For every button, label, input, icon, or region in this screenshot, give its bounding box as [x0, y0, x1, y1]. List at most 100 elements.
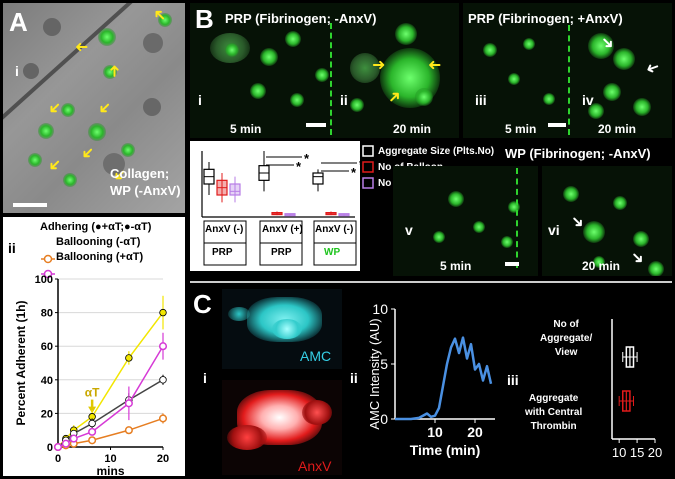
- alpha-t-annotation: αT: [85, 386, 100, 400]
- panel-b-letter: B: [195, 4, 214, 34]
- panel-b-boxplot: ****: [201, 151, 360, 266]
- data-point: [53, 442, 63, 452]
- sig-star: *: [351, 165, 357, 180]
- time-20min-ii: 20 min: [393, 122, 432, 136]
- x-tick-label: 20: [648, 445, 662, 460]
- panel-b-iii-label: iii: [475, 92, 487, 108]
- legend-adhering: Adhering (●+αT;●-αT): [40, 221, 152, 233]
- panel-a-letter: A: [9, 7, 28, 37]
- panel-a-micrograph: ➜ ➜ ➜ ➜ ➜ ➜ ➜ ➜ A i Collagen; WP (-AnxV): [3, 3, 185, 213]
- group-2-top: AnxV (+): [262, 224, 303, 235]
- alpha-t-arrowhead: [88, 406, 97, 414]
- y-tick-label: 60: [41, 341, 53, 353]
- x-tick-label: 10: [427, 424, 443, 440]
- box-label-thrombin: Aggregate with Central Thrombin: [525, 393, 583, 432]
- y-tick-label: 0: [47, 442, 53, 454]
- group-3-top: AnxV (-): [315, 224, 354, 235]
- x-tick-label: 20: [157, 453, 169, 465]
- data-point: [158, 414, 168, 423]
- anxv-label: AnxV: [298, 458, 332, 474]
- sig-star: *: [359, 157, 360, 172]
- sig-star: *: [296, 159, 302, 174]
- panel-c-iii-label: iii: [507, 372, 519, 388]
- panel-b-wp-micrograph: ➜ ➜: [393, 166, 672, 276]
- x-tick-label: 0: [55, 453, 61, 465]
- panel-b-title-left: PRP (Fibrinogen; -AnxV): [225, 11, 377, 26]
- data-point: [158, 342, 168, 351]
- x-axis-label: Time (min): [410, 442, 481, 458]
- data-point: [159, 376, 167, 384]
- data-point: [61, 439, 70, 448]
- divider-b-wp: [516, 168, 518, 268]
- panel-b-iv-label: iv: [582, 92, 594, 108]
- panel-b-legend-swatches: [362, 145, 374, 189]
- time-20min-vi: 20 min: [582, 259, 621, 273]
- box-label-aggregates: No of Aggregate/ View: [540, 319, 593, 358]
- panel-a-ii-label: ii: [8, 240, 16, 256]
- y-tick-label: 100: [35, 274, 53, 286]
- panel-b-vi-label: vi: [548, 222, 560, 238]
- data-point: [88, 427, 97, 436]
- box: [229, 183, 241, 196]
- time-20min-iv: 20 min: [598, 122, 637, 136]
- group-3-bottom: WP: [324, 247, 341, 258]
- scale-bar: [505, 262, 519, 266]
- data-point: [124, 426, 133, 435]
- panel-a-caption-1: Collagen;: [110, 166, 170, 181]
- data-point: [69, 434, 78, 443]
- panel-b-title-right: PRP (Fibrinogen; +AnxV): [468, 11, 623, 26]
- amc-micrograph: [222, 289, 342, 369]
- legend-agg: Aggregate Size (Plts.No): [378, 146, 495, 157]
- panel-b-left-micrograph: ➜ ➜ ➜: [190, 3, 459, 138]
- panel-c-letter: C: [193, 289, 212, 319]
- data-point: [159, 308, 167, 317]
- y-tick-label: 80: [41, 308, 53, 320]
- panel-a-caption-2: WP (-AnxV): [110, 183, 181, 198]
- data-point: [88, 419, 96, 428]
- legend-ballooning-pos: Ballooning (+αT): [56, 251, 144, 263]
- amc-label: AMC: [300, 348, 332, 364]
- data-point: [125, 354, 133, 362]
- panel-b-right-micrograph: ➜ ➜: [463, 3, 672, 138]
- x-tick-label: 15: [630, 445, 644, 460]
- time-5min-v: 5 min: [440, 259, 472, 273]
- amc-intensity-chart: 0 5 10 10 20 Time (min) AMC Intensity (AU): [367, 301, 495, 458]
- group-1-top: AnxV (-): [205, 224, 244, 235]
- adhesion-line-chart: 0 20 40 60 80 100 0 10 20 mins Percent Adherent (1…: [14, 274, 169, 476]
- y-tick-label: 0: [380, 411, 388, 427]
- box: [312, 172, 324, 185]
- x-axis-label: mins: [96, 464, 124, 476]
- y-tick-label: 10: [372, 301, 388, 317]
- group-1-bottom: PRP: [212, 247, 233, 258]
- x-tick-label: 10: [612, 445, 626, 460]
- time-5min-i: 5 min: [230, 122, 262, 136]
- divider-b-left: [330, 23, 332, 135]
- x-tick-label: 20: [467, 424, 483, 440]
- y-tick-label: 20: [41, 408, 53, 420]
- scale-bar: [306, 123, 326, 127]
- scale-bar: [548, 123, 566, 127]
- panel-c-ii-label: ii: [350, 370, 358, 386]
- group-2-bottom: PRP: [271, 247, 292, 258]
- section-divider: [190, 281, 672, 283]
- scale-bar: [13, 203, 47, 207]
- x-tick-label: 10: [104, 453, 116, 465]
- panel-a-legend-markers: [41, 254, 55, 279]
- panel-c-boxplot: 10 15 20: [611, 319, 662, 460]
- legend-ballooning-neg: Ballooning (-αT): [56, 236, 141, 248]
- panel-b-ii-label: ii: [340, 92, 348, 108]
- y-axis-label: Percent Adherent (1h): [14, 301, 28, 426]
- panel-b-v-label: v: [405, 222, 413, 238]
- amc-series-line: [395, 336, 493, 421]
- panel-c-i-label: i: [203, 370, 207, 386]
- y-axis-label: AMC Intensity (AU): [367, 318, 382, 429]
- y-tick-label: 5: [380, 356, 388, 372]
- panel-a-i-label: i: [15, 63, 19, 79]
- panel-b-title-wp: WP (Fibrinogen; -AnxV): [505, 146, 651, 161]
- y-tick-label: 40: [41, 375, 53, 387]
- data-point: [124, 399, 133, 408]
- data-point: [88, 436, 97, 445]
- sig-star: *: [304, 151, 310, 166]
- panel-b-i-label: i: [198, 92, 202, 108]
- anxv-micrograph: [222, 380, 342, 475]
